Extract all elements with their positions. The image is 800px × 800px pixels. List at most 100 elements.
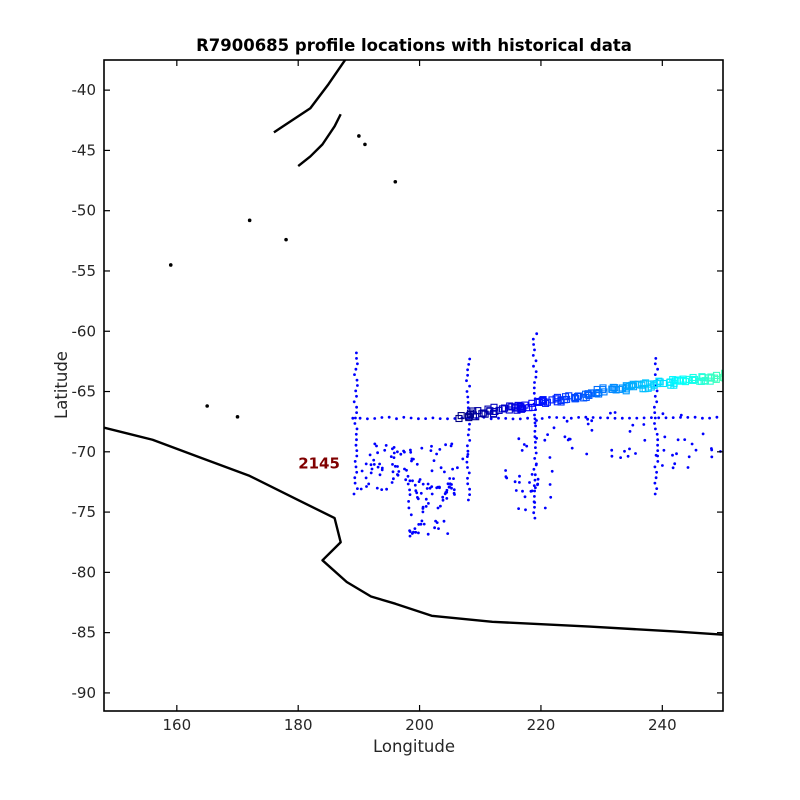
historical-point <box>780 451 783 454</box>
historical-point <box>656 449 660 452</box>
historical-point <box>366 417 369 421</box>
historical-point <box>353 476 357 480</box>
plot-area <box>104 60 799 636</box>
historical-point <box>653 362 657 366</box>
historical-point <box>378 462 381 466</box>
historical-point <box>778 299 781 302</box>
historical-point <box>654 427 657 431</box>
historical-point <box>755 356 758 359</box>
historical-point <box>355 357 358 360</box>
historical-point <box>552 426 556 430</box>
historical-point <box>780 267 783 270</box>
historical-point <box>773 362 776 365</box>
historical-point <box>413 527 417 530</box>
historical-point <box>373 442 377 446</box>
historical-point <box>407 500 410 503</box>
historical-point <box>655 487 659 490</box>
historical-point <box>424 497 428 501</box>
historical-point <box>461 457 465 461</box>
historical-point <box>518 474 521 478</box>
historical-point <box>355 470 359 474</box>
historical-point <box>656 438 660 442</box>
historical-point <box>430 444 433 448</box>
historical-point <box>780 283 783 286</box>
historical-point <box>534 486 537 490</box>
historical-point <box>781 364 784 367</box>
x-axis-ticks: 160 180 200 220 240 <box>163 60 677 734</box>
historical-point <box>789 353 792 356</box>
historical-point <box>548 483 552 486</box>
float-profile-marker <box>727 369 733 375</box>
historical-point <box>781 416 784 419</box>
float-profile-marker <box>760 368 766 374</box>
historical-point <box>590 419 594 423</box>
historical-point <box>623 449 626 453</box>
historical-point <box>355 449 359 452</box>
historical-point <box>653 405 656 409</box>
historical-point <box>635 416 639 420</box>
historical-point <box>766 462 769 465</box>
float-profile-marker <box>737 368 743 374</box>
island <box>235 415 240 419</box>
historical-point <box>407 506 411 510</box>
historical-point <box>467 498 470 502</box>
historical-point <box>355 454 359 458</box>
historical-point <box>673 462 677 466</box>
historical-point <box>743 452 746 455</box>
historical-point <box>533 421 537 425</box>
historical-point <box>412 530 415 534</box>
historical-point <box>533 348 536 352</box>
historical-point <box>686 466 690 469</box>
coastline-layer <box>104 60 723 636</box>
historical-point <box>431 416 435 420</box>
historical-point <box>448 477 452 480</box>
float-profile-marker <box>741 367 747 373</box>
float-profile-marker <box>736 367 742 373</box>
historical-point <box>465 379 468 383</box>
historical-point <box>730 417 733 420</box>
historical-point <box>419 491 423 495</box>
historical-point <box>754 361 757 364</box>
float-profile-marker <box>721 369 723 377</box>
historical-point <box>354 367 358 371</box>
historical-point <box>353 481 357 485</box>
float-profile-marker <box>525 404 533 412</box>
historical-point <box>724 464 727 467</box>
historical-point <box>780 272 783 275</box>
historical-point <box>409 448 412 452</box>
historical-point <box>452 477 455 480</box>
historical-point <box>529 489 533 493</box>
historical-point <box>514 489 518 492</box>
float-profile-marker <box>490 403 498 411</box>
historical-point <box>675 452 678 456</box>
float-profile-marker <box>787 348 793 354</box>
historical-point <box>535 436 538 440</box>
historical-point <box>417 480 421 483</box>
historical-point <box>435 452 438 456</box>
historical-point <box>796 417 799 420</box>
historical-point <box>781 467 784 470</box>
historical-point <box>411 479 414 483</box>
historical-point <box>534 424 537 428</box>
historical-point <box>779 442 782 445</box>
island <box>357 134 361 138</box>
historical-point <box>517 507 520 510</box>
historical-point <box>465 390 469 393</box>
historical-point <box>642 423 646 426</box>
historical-point <box>533 381 536 384</box>
historical-point <box>767 352 770 355</box>
historical-point <box>715 415 719 419</box>
historical-point <box>591 416 595 419</box>
historical-point <box>353 373 356 376</box>
float-profile-marker <box>784 338 790 344</box>
float-profile-marker <box>491 407 499 416</box>
historical-point <box>780 413 783 416</box>
historical-point <box>535 332 539 336</box>
historical-point <box>767 344 770 347</box>
historical-point <box>671 453 674 457</box>
island <box>168 263 173 267</box>
float-id-label: 2145 <box>298 455 340 473</box>
float-profile-marker <box>469 411 477 419</box>
historical-point <box>354 465 358 469</box>
historical-point <box>380 416 384 419</box>
